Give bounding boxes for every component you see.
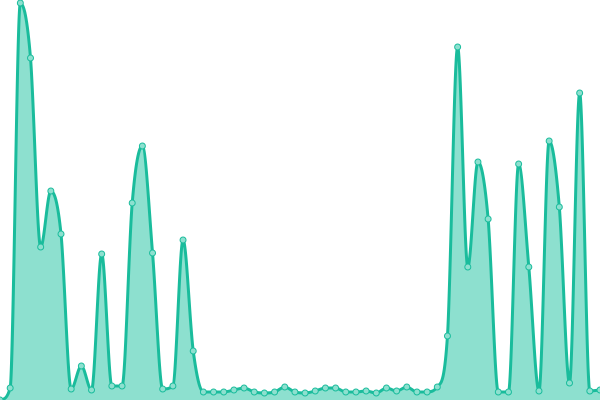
data-point-51: [515, 160, 523, 168]
data-point-23: [230, 386, 238, 394]
data-point-39: [393, 387, 401, 395]
data-point-37: [372, 389, 380, 397]
data-point-59: [596, 386, 600, 394]
data-point-54: [545, 137, 553, 145]
data-point-25: [250, 388, 258, 396]
data-point-2: [16, 0, 24, 7]
data-point-43: [433, 383, 441, 391]
data-point-21: [210, 388, 218, 396]
data-point-1: [6, 384, 14, 392]
data-point-45: [454, 43, 462, 51]
data-point-4: [37, 243, 45, 251]
data-point-24: [240, 384, 248, 392]
data-point-27: [271, 388, 279, 396]
data-point-40: [403, 383, 411, 391]
data-point-14: [138, 142, 146, 150]
data-point-5: [47, 187, 55, 195]
data-point-34: [342, 388, 350, 396]
data-point-58: [586, 387, 594, 395]
data-point-13: [128, 199, 136, 207]
area-fill: [0, 3, 600, 400]
data-point-17: [169, 382, 177, 390]
data-point-42: [423, 388, 431, 396]
data-point-33: [332, 384, 340, 392]
data-point-35: [352, 388, 360, 396]
data-point-6: [57, 230, 65, 238]
data-point-28: [281, 383, 289, 391]
data-point-48: [484, 215, 492, 223]
data-point-31: [311, 387, 319, 395]
data-point-32: [321, 384, 329, 392]
data-point-53: [535, 387, 543, 395]
data-point-52: [525, 263, 533, 271]
data-point-50: [504, 388, 512, 396]
data-point-55: [555, 203, 563, 211]
data-point-47: [474, 158, 482, 166]
data-point-20: [199, 388, 207, 396]
data-point-19: [189, 347, 197, 355]
data-point-36: [362, 387, 370, 395]
data-point-22: [220, 388, 228, 396]
data-point-10: [98, 250, 106, 258]
data-point-46: [464, 263, 472, 271]
data-point-41: [413, 388, 421, 396]
data-point-9: [88, 386, 96, 394]
data-point-49: [494, 388, 502, 396]
data-point-3: [27, 54, 35, 62]
data-point-8: [77, 362, 85, 370]
data-point-30: [301, 389, 309, 397]
data-point-15: [149, 249, 157, 257]
data-point-56: [565, 379, 573, 387]
data-point-12: [118, 382, 126, 390]
data-point-11: [108, 382, 116, 390]
data-point-57: [576, 89, 584, 97]
data-point-44: [443, 332, 451, 340]
data-point-38: [382, 384, 390, 392]
data-point-29: [291, 388, 299, 396]
data-point-18: [179, 236, 187, 244]
data-point-0: [0, 396, 4, 400]
data-point-16: [159, 385, 167, 393]
data-point-26: [260, 389, 268, 397]
data-point-7: [67, 385, 75, 393]
